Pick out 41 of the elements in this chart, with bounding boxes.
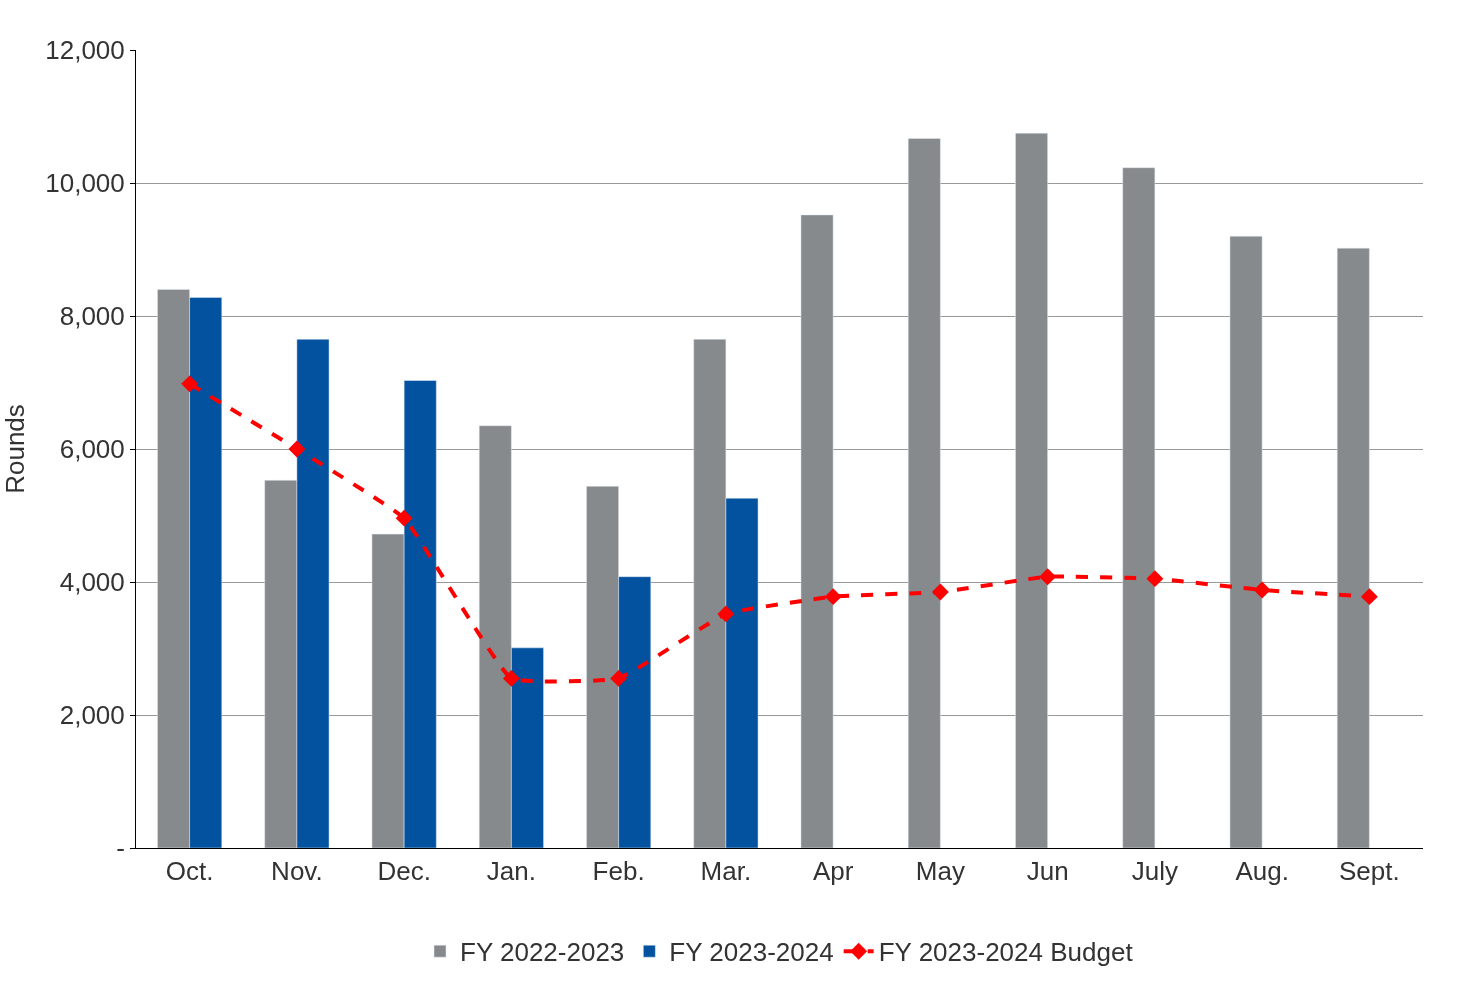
bar — [1336, 247, 1370, 848]
y-tick-label: 8,000 — [59, 301, 125, 332]
legend-label: FY 2023-2024 — [669, 937, 834, 968]
x-tick-label: Nov. — [271, 856, 323, 887]
point — [717, 605, 735, 623]
bar — [1015, 132, 1048, 848]
point — [1039, 568, 1057, 586]
legend-label: FY 2023-2024 Budget — [878, 937, 1134, 968]
point — [1253, 581, 1271, 599]
bar — [907, 138, 941, 848]
x-tick-label: Dec. — [377, 856, 431, 887]
y-tick-label: 10,000 — [45, 168, 125, 199]
y-tick-label: 12,000 — [45, 35, 125, 66]
point — [610, 669, 628, 687]
x-tick-label: Jan. — [486, 856, 536, 887]
x-tick-label: Aug. — [1235, 856, 1289, 887]
point — [824, 588, 842, 606]
x-tick-label: Feb. — [592, 856, 645, 887]
y-axis-title: Rounds — [0, 404, 30, 494]
y-tick-label: - — [116, 833, 125, 864]
point — [1146, 570, 1164, 588]
point — [1360, 588, 1378, 606]
point — [395, 509, 413, 527]
y-tick-label: 6,000 — [59, 434, 125, 465]
x-tick-label: Mar. — [700, 856, 752, 887]
bar — [800, 214, 834, 848]
x-tick-label: Apr — [812, 856, 854, 887]
x-tick-label: May — [915, 856, 965, 887]
x-tick-label: July — [1131, 856, 1179, 887]
y-tick-label: 2,000 — [59, 700, 125, 731]
point — [502, 669, 520, 687]
bar — [1229, 235, 1263, 848]
point — [181, 375, 199, 393]
x-tick-label: Sept. — [1339, 856, 1400, 887]
x-tick-label: Oct. — [165, 856, 214, 887]
point — [288, 440, 306, 458]
legend-label: FY 2022-2023 — [460, 937, 625, 968]
y-tick-label: 4,000 — [59, 567, 125, 598]
x-tick-label: Jun — [1026, 856, 1069, 887]
point — [931, 583, 949, 601]
bar — [1122, 167, 1156, 848]
